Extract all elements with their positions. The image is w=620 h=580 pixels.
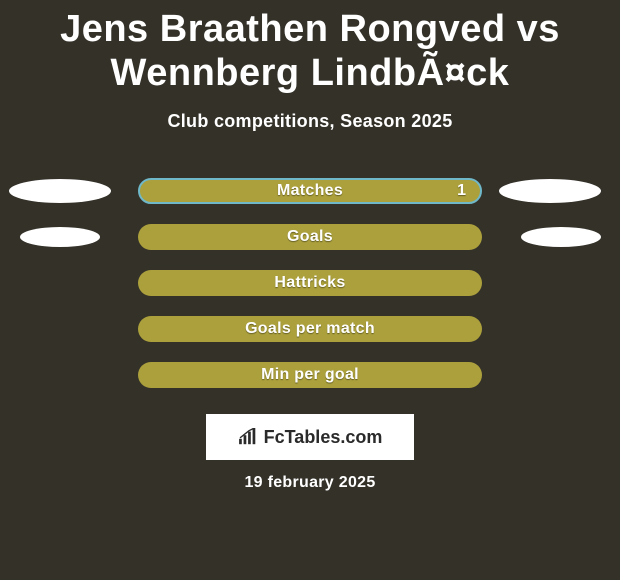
subtitle: Club competitions, Season 2025 bbox=[0, 111, 620, 132]
stat-label: Matches bbox=[140, 180, 480, 202]
stat-bar: Goals per match bbox=[138, 316, 482, 342]
stat-row-min-per-goal: Min per goal bbox=[0, 352, 620, 398]
page-title: Jens Braathen Rongved vs Wennberg LindbÃ… bbox=[0, 0, 620, 95]
right-ellipse bbox=[499, 179, 601, 203]
stat-bar: Min per goal bbox=[138, 362, 482, 388]
stat-label: Hattricks bbox=[138, 270, 482, 296]
infographic-container: Jens Braathen Rongved vs Wennberg LindbÃ… bbox=[0, 0, 620, 580]
stat-rows: Matches 1 Goals Hattricks Goals per matc… bbox=[0, 168, 620, 398]
logo-text: FcTables.com bbox=[264, 427, 383, 448]
stat-bar: Matches 1 bbox=[138, 178, 482, 204]
stat-value-right: 1 bbox=[457, 180, 466, 202]
bar-chart-icon bbox=[238, 428, 260, 446]
stat-bar: Goals bbox=[138, 224, 482, 250]
stat-row-hattricks: Hattricks bbox=[0, 260, 620, 306]
stat-label: Goals per match bbox=[138, 316, 482, 342]
stat-label: Goals bbox=[138, 224, 482, 250]
left-ellipse bbox=[20, 227, 100, 247]
right-ellipse bbox=[521, 227, 601, 247]
logo-box: FcTables.com bbox=[206, 414, 414, 460]
date-text: 19 february 2025 bbox=[0, 474, 620, 492]
stat-bar: Hattricks bbox=[138, 270, 482, 296]
stat-row-matches: Matches 1 bbox=[0, 168, 620, 214]
stat-row-goals: Goals bbox=[0, 214, 620, 260]
stat-label: Min per goal bbox=[138, 362, 482, 388]
left-ellipse bbox=[9, 179, 111, 203]
stat-row-goals-per-match: Goals per match bbox=[0, 306, 620, 352]
